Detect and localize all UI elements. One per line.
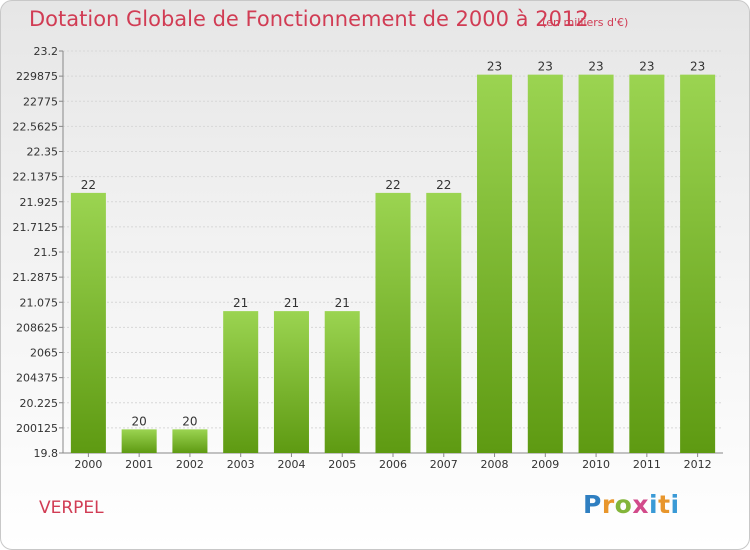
logo-letter: i [649,490,659,519]
y-tick-label: 19.8 [34,447,59,460]
logo-letter: o [614,490,633,519]
y-tick-label: 21.925 [20,196,59,209]
bar [426,192,462,453]
bar-value-label: 22 [81,178,96,192]
bar [273,311,309,453]
y-tick-label: 208625 [16,321,58,334]
bar [680,74,716,453]
bar-value-label: 21 [233,296,248,310]
x-tick-label: 2001 [125,458,153,471]
bar-value-label: 22 [385,178,400,192]
bar-value-label: 23 [639,60,654,74]
y-tick-label: 200125 [16,422,58,435]
bar [527,74,563,453]
x-tick-label: 2006 [379,458,407,471]
bar-value-label: 23 [487,60,502,74]
bar-value-label: 23 [588,60,603,74]
bar-value-label: 23 [690,60,705,74]
x-tick-label: 2004 [277,458,305,471]
logo-letter: r [601,490,615,519]
x-tick-label: 2003 [227,458,255,471]
x-tick-label: 2008 [481,458,509,471]
x-tick-label: 2011 [633,458,661,471]
bar [172,429,208,453]
bar-value-label: 20 [182,414,197,428]
chart-title: Dotation Globale de Fonctionnement de 20… [29,7,589,31]
y-tick-label: 21.7125 [13,221,59,234]
y-tick-label: 22.5625 [13,120,59,133]
bar [223,311,259,453]
bar [629,74,665,453]
unit-label: (en milliers d'€) [542,16,629,29]
y-tick-label: 2065 [30,347,58,360]
bar [70,192,106,453]
x-tick-label: 2009 [531,458,559,471]
y-tick-label: 21.2875 [13,271,59,284]
logo-letter: i [670,490,680,519]
bar [375,192,411,453]
x-tick-label: 2005 [328,458,356,471]
bar-value-label: 21 [335,296,350,310]
x-tick-label: 2010 [582,458,610,471]
y-tick-label: 22775 [23,95,58,108]
x-tick-label: 2002 [176,458,204,471]
x-tick-label: 2000 [74,458,102,471]
y-tick-label: 22.35 [27,146,59,159]
y-tick-label: 23.2 [34,45,59,58]
commune-name: VERPEL [39,498,104,518]
bar-value-label: 20 [132,414,147,428]
proxiti-logo: Proxiti [583,490,680,519]
bar-value-label: 21 [284,296,299,310]
x-tick-label: 2007 [430,458,458,471]
bar-value-label: 22 [436,178,451,192]
bar [324,311,360,453]
x-tick-label: 2012 [684,458,712,471]
y-tick-label: 22.1375 [13,171,59,184]
y-tick-label: 21.5 [34,246,59,259]
bar-value-label: 23 [538,60,553,74]
y-tick-label: 204375 [16,372,58,385]
logo-letter: P [583,490,602,519]
y-tick-label: 20.225 [20,397,59,410]
logo-letter: t [658,490,671,519]
y-tick-label: 21.075 [20,296,59,309]
bar [578,74,614,453]
bar [477,74,513,453]
logo-letter: x [632,490,649,519]
bar [121,429,157,453]
y-tick-label: 229875 [16,70,58,83]
